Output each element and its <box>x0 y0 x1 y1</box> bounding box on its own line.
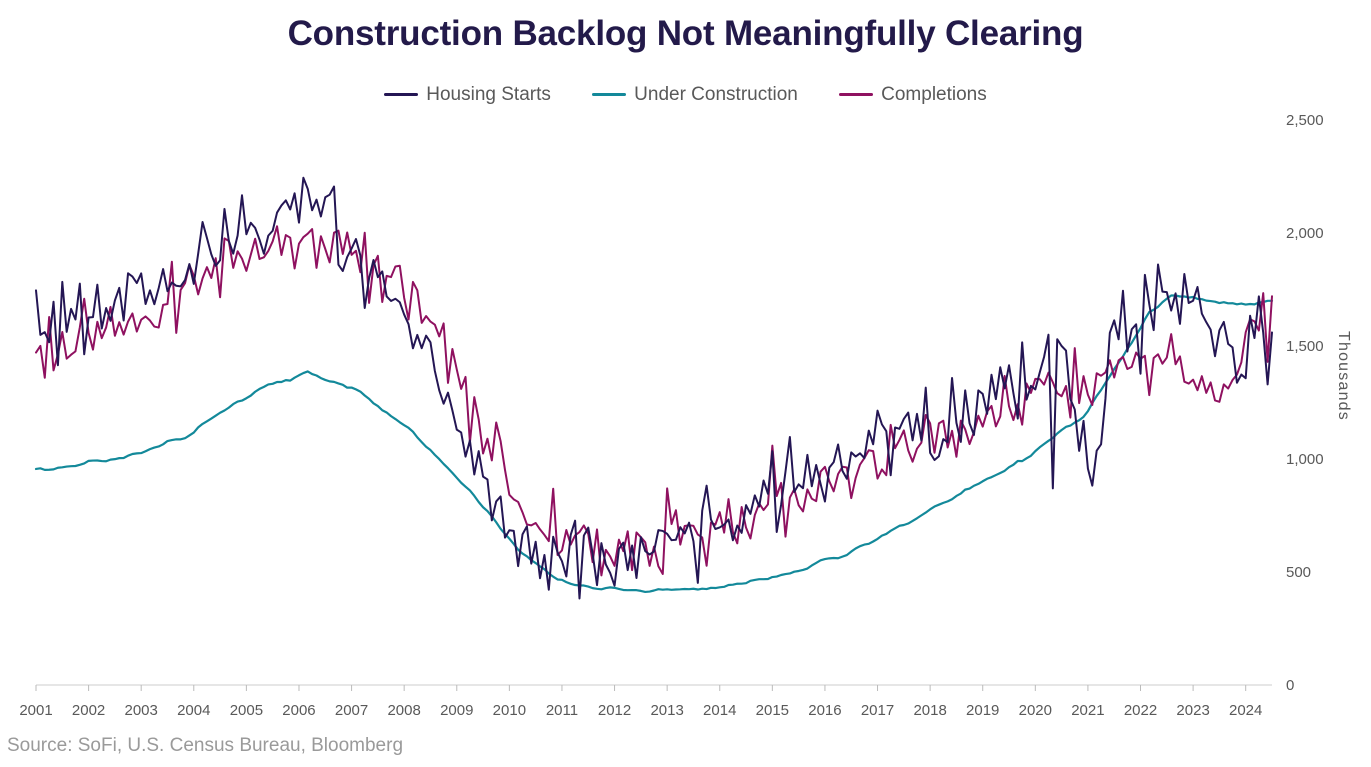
svg-text:2017: 2017 <box>861 702 894 719</box>
svg-text:2008: 2008 <box>387 702 420 719</box>
svg-text:500: 500 <box>1286 564 1311 581</box>
svg-text:2023: 2023 <box>1176 702 1209 719</box>
svg-text:2010: 2010 <box>493 702 526 719</box>
svg-text:2007: 2007 <box>335 702 368 719</box>
svg-text:2005: 2005 <box>230 702 263 719</box>
svg-text:2004: 2004 <box>177 702 210 719</box>
svg-text:2003: 2003 <box>125 702 158 719</box>
svg-text:1,000: 1,000 <box>1286 451 1324 468</box>
svg-text:2015: 2015 <box>756 702 789 719</box>
svg-text:2019: 2019 <box>966 702 999 719</box>
svg-text:0: 0 <box>1286 677 1294 694</box>
svg-text:2014: 2014 <box>703 702 736 719</box>
svg-text:2016: 2016 <box>808 702 841 719</box>
svg-text:2001: 2001 <box>19 702 52 719</box>
svg-text:2,500: 2,500 <box>1286 112 1324 129</box>
svg-text:2006: 2006 <box>282 702 315 719</box>
svg-text:2,000: 2,000 <box>1286 225 1324 242</box>
svg-text:2011: 2011 <box>546 702 578 719</box>
svg-text:2009: 2009 <box>440 702 473 719</box>
svg-text:2024: 2024 <box>1229 702 1262 719</box>
svg-text:2002: 2002 <box>72 702 105 719</box>
svg-text:2020: 2020 <box>1019 702 1052 719</box>
svg-text:2018: 2018 <box>913 702 946 719</box>
svg-text:1,500: 1,500 <box>1286 338 1324 355</box>
svg-text:2013: 2013 <box>650 702 683 719</box>
svg-text:2012: 2012 <box>598 702 631 719</box>
svg-text:2021: 2021 <box>1071 702 1104 719</box>
svg-text:2022: 2022 <box>1124 702 1157 719</box>
